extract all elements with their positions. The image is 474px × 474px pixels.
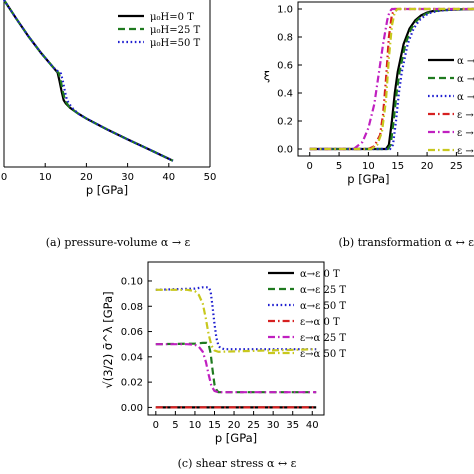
x-tick-label-c: 0	[153, 420, 159, 431]
y-tick-label-b: 0.4	[277, 89, 293, 100]
legend-label-b: α →	[457, 56, 474, 67]
y-tick-label-b: 1.0	[277, 5, 293, 16]
legend-label-b: α →	[457, 92, 474, 103]
x-tick-label-b: 15	[391, 161, 404, 172]
x-tick-label-b: 0	[307, 161, 313, 172]
y-tick-label-c: 0.10	[121, 276, 143, 287]
x-axis-label-c: p [GPa]	[215, 431, 257, 445]
x-tick-label-c: 10	[189, 420, 202, 431]
legend-label-a: μ₀H=0 T	[150, 12, 194, 23]
legend-label-c: ε→α 50 T	[300, 349, 346, 360]
y-tick-label-b: 0.2	[277, 117, 293, 128]
series-line-a	[3, 0, 174, 162]
x-tick-label-c: 25	[247, 420, 260, 431]
y-tick-label-b: 0.0	[277, 145, 293, 156]
y-tick-label-c: 0.06	[121, 327, 143, 338]
series-line-c	[155, 286, 317, 351]
legend-label-b: ε →	[457, 110, 474, 121]
series-line-c	[155, 343, 317, 394]
x-tick-label-a: 40	[162, 172, 175, 183]
caption-c: (c) shear stress α ↔ ε	[178, 457, 297, 470]
x-tick-label-c: 30	[267, 420, 280, 431]
legend-label-a: μ₀H=25 T	[150, 25, 201, 36]
x-tick-label-a: 10	[39, 172, 52, 183]
legend-label-c: ε→α 25 T	[300, 333, 346, 344]
plot-frame-b	[297, 1, 474, 157]
y-axis-label-b: ξ	[264, 69, 270, 83]
series-line-c	[155, 288, 317, 353]
x-axis-label-a: p [GPa]	[86, 183, 128, 197]
legend-label-b: ε →	[457, 128, 474, 139]
y-tick-label-c: 0.04	[121, 352, 143, 363]
panel-c-shear-stress: 0 5 10 15 20 25 30 35 40 0.00 0.02 0.04 0.06 0.08 0.10…	[101, 261, 346, 445]
x-tick-label-b: 10	[362, 161, 375, 172]
series-line-b	[309, 7, 474, 151]
y-tick-label-b: 0.8	[277, 33, 293, 44]
x-tick-label-c: 5	[172, 420, 178, 431]
x-tick-label-a: 50	[204, 172, 217, 183]
x-tick-label-b: 20	[421, 161, 434, 172]
x-tick-label-c: 40	[306, 420, 319, 431]
series-line-b	[309, 7, 474, 151]
x-axis-label-b: p [GPa]	[347, 172, 389, 186]
legend-label-c: α→ε 25 T	[300, 285, 346, 296]
caption-a: (a) pressure-volume α → ε	[46, 236, 191, 249]
x-tick-label-a: 20	[80, 172, 93, 183]
series-line-c	[155, 341, 317, 394]
legend-label-c: α→ε 0 T	[300, 269, 340, 280]
plot-frame-c	[147, 261, 325, 416]
panel-b-transformation: 0 5 10 15 20 25 0.0 0.2 0.4 0.6 0.8 1.0 p [GPa] ξ α → α…	[264, 1, 474, 186]
series-line-a	[3, 0, 174, 162]
y-tick-label-c: 0.02	[121, 378, 143, 389]
x-tick-label-a: 0	[1, 172, 7, 183]
legend-label-c: ε→α 0 T	[300, 317, 340, 328]
x-tick-label-c: 20	[228, 420, 241, 431]
panel-a-pressure-volume: 0 10 20 30 40 50 p [GPa] μ₀H=0 T μ₀H=25 T μ₀H=50 …	[1, 0, 217, 197]
y-axis-label-c: √(3/2) σ̄^λ [GPa]	[101, 291, 115, 388]
legend-label-b: α →	[457, 74, 474, 85]
legend-label-a: μ₀H=50 T	[150, 38, 201, 49]
caption-b: (b) transformation α ↔ ε	[338, 236, 474, 249]
y-tick-label-c: 0.08	[121, 302, 143, 313]
y-tick-label-c: 0.00	[121, 403, 143, 414]
series-line-b	[309, 7, 474, 151]
x-tick-label-a: 30	[121, 172, 134, 183]
x-tick-label-c: 15	[208, 420, 221, 431]
legend-label-c: α→ε 50 T	[300, 301, 346, 312]
legend-label-b: ε →	[457, 146, 474, 157]
series-line-b	[309, 7, 474, 151]
series-line-a	[3, 0, 174, 162]
y-tick-label-b: 0.6	[277, 61, 293, 72]
x-tick-label-b: 5	[336, 161, 342, 172]
x-tick-label-c: 35	[286, 420, 299, 431]
series-line-b	[309, 7, 474, 151]
x-tick-label-b: 25	[450, 161, 463, 172]
